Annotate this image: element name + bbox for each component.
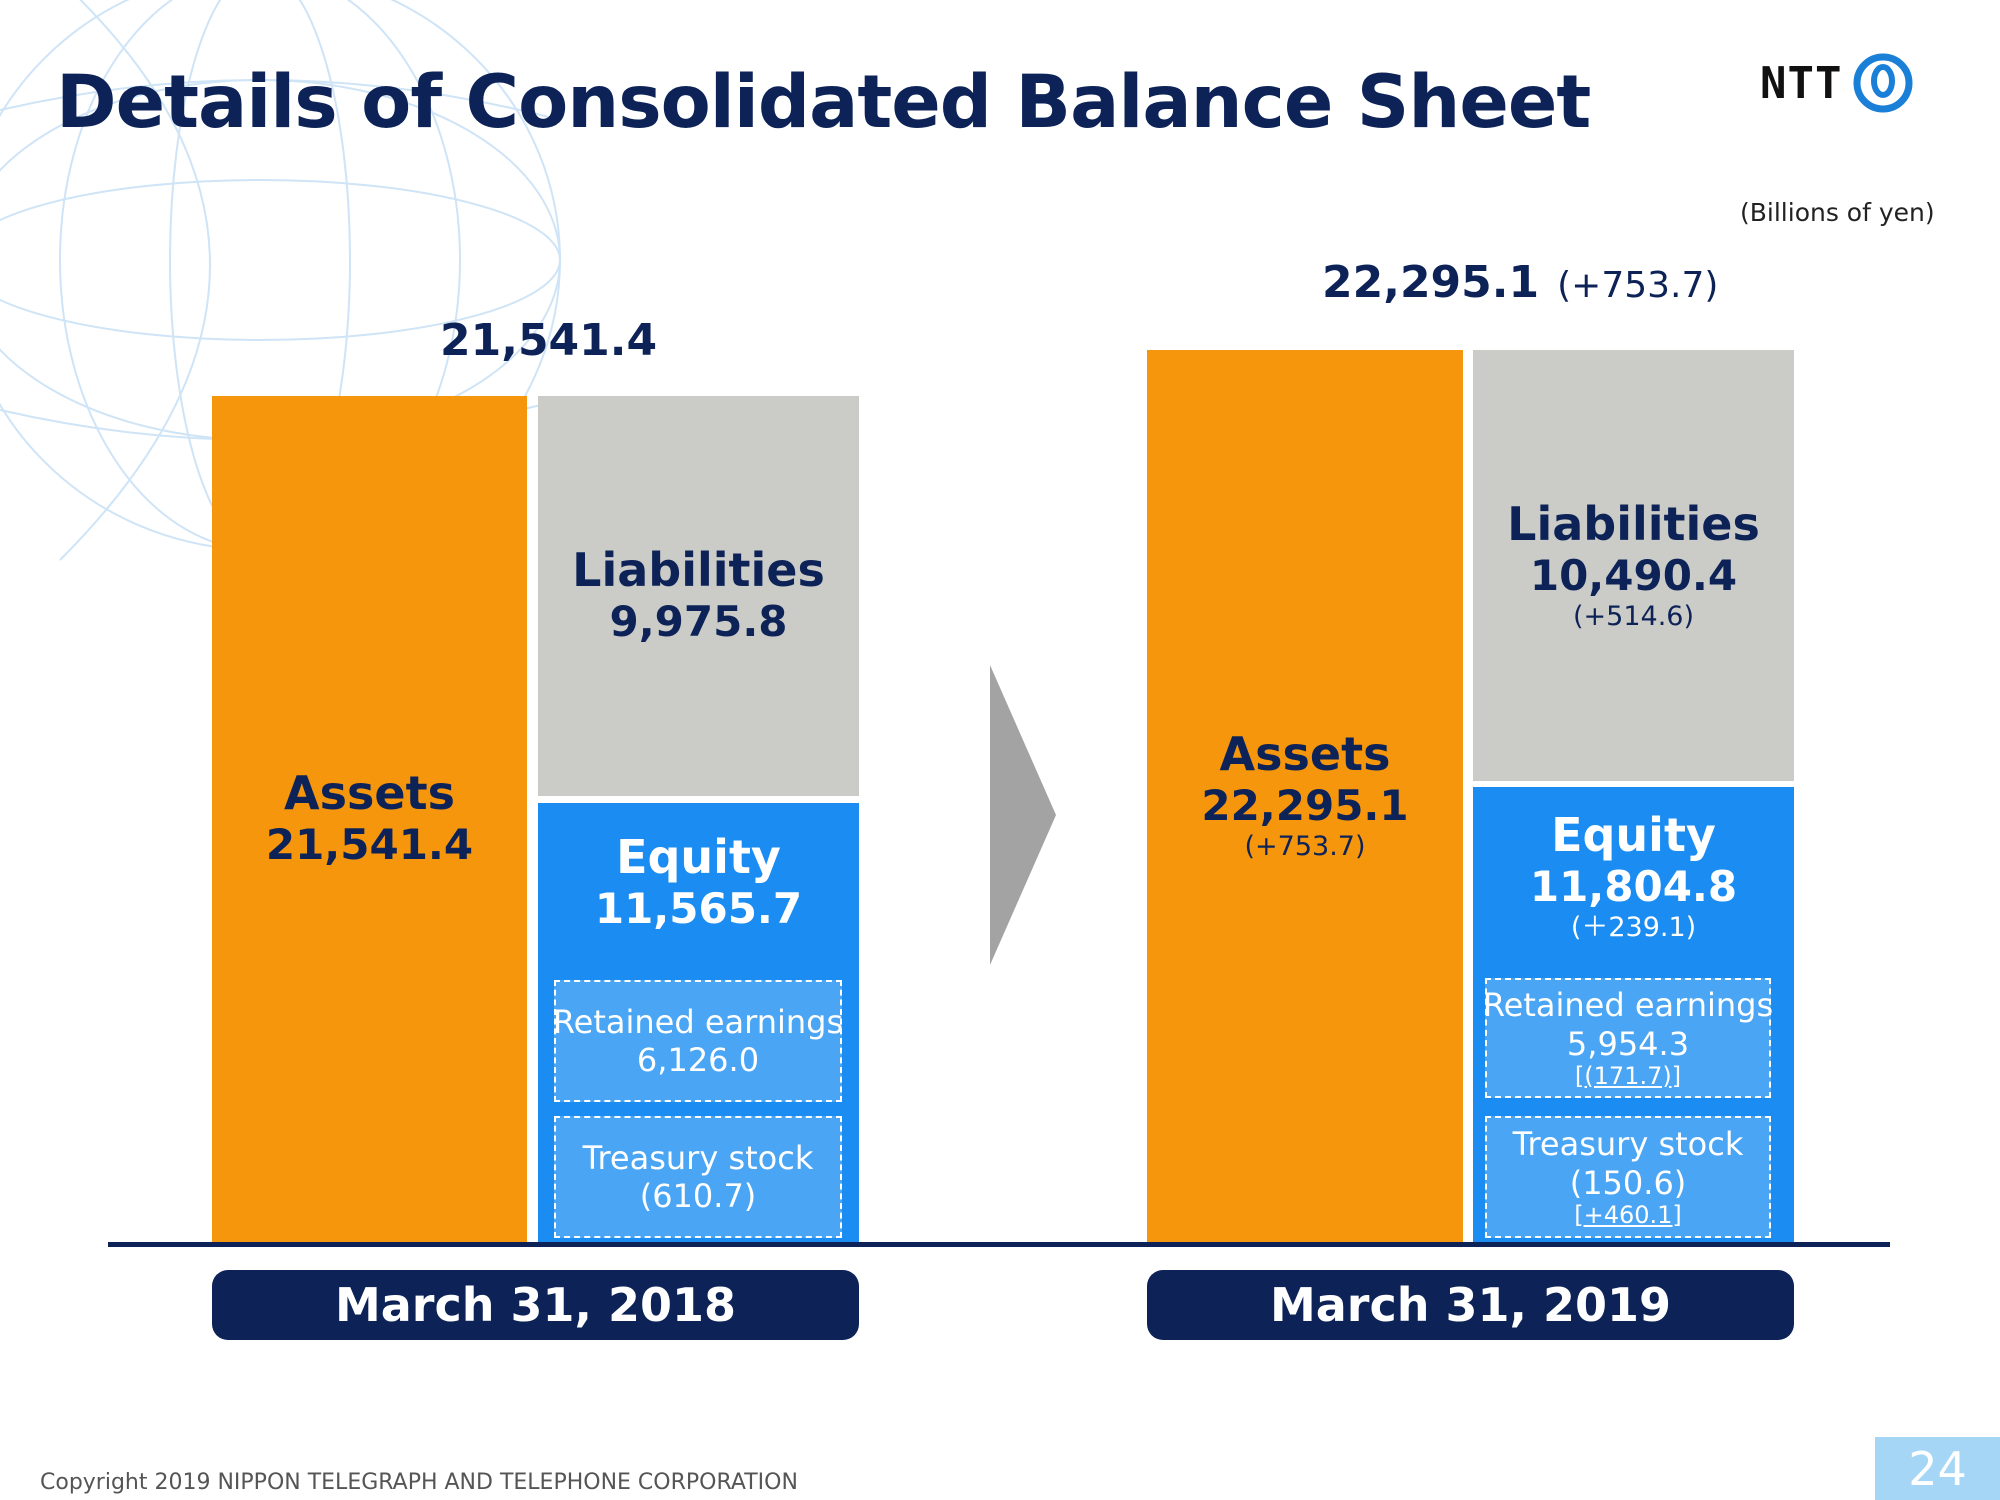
- treasury-stock-label-2019: Treasury stock: [1512, 1125, 1744, 1164]
- equity-label-2018: Equity: [616, 830, 781, 884]
- ntt-logo-icon: [1853, 53, 1913, 113]
- equity-change-2019: (＋239.1): [1570, 912, 1697, 944]
- total-2019: 22,295.1 (+753.7): [1322, 257, 1718, 308]
- treasury-stock-box-2019: Treasury stock (150.6) [+460.1]: [1485, 1116, 1771, 1238]
- assets-change-2019: (+753.7): [1244, 831, 1366, 863]
- liabilities-value-2018: 9,975.8: [609, 597, 788, 647]
- treasury-stock-label-2018: Treasury stock: [582, 1138, 814, 1177]
- equity-value-2018: 11,565.7: [594, 883, 803, 933]
- page-number: 24: [1875, 1437, 2000, 1500]
- liabilities-bar-2018: Liabilities 9,975.8: [538, 396, 859, 796]
- retained-earnings-box-2019: Retained earnings 5,954.3 [(171.7)]: [1482, 978, 1774, 1098]
- total-value-2019: 22,295.1: [1322, 257, 1540, 308]
- units-label: (Billions of yen): [1740, 198, 1935, 227]
- treasury-stock-value-2019: (150.6): [1569, 1163, 1687, 1202]
- assets-bar-2019: Assets 22,295.1 (+753.7): [1147, 350, 1463, 1242]
- page-title: Details of Consolidated Balance Sheet: [56, 60, 1591, 145]
- copyright-footer: Copyright 2019 NIPPON TELEGRAPH AND TELE…: [40, 1470, 798, 1495]
- liabilities-label-2019: Liabilities: [1507, 496, 1760, 551]
- treasury-stock-change-2019: [+460.1]: [1574, 1201, 1682, 1230]
- retained-earnings-value-2019: 5,954.3: [1566, 1024, 1690, 1063]
- treasury-stock-box-2018: Treasury stock (610.7): [554, 1116, 842, 1238]
- total-2018: 21,541.4: [440, 315, 657, 366]
- liabilities-bar-2019: Liabilities 10,490.4 (+514.6): [1473, 350, 1794, 781]
- retained-earnings-label-2018: Retained earnings: [552, 1002, 844, 1041]
- logo-text: NTT: [1760, 57, 1843, 109]
- retained-earnings-box-2018: Retained earnings 6,126.0: [552, 980, 844, 1102]
- chart-baseline: [108, 1242, 1890, 1247]
- retained-earnings-change-2019: [(171.7)]: [1574, 1062, 1682, 1091]
- assets-value-2018: 21,541.4: [265, 820, 474, 870]
- assets-value-2019: 22,295.1: [1201, 781, 1409, 831]
- total-value-2018: 21,541.4: [440, 315, 658, 366]
- treasury-stock-value-2018: (610.7): [639, 1177, 757, 1215]
- assets-label-2018: Assets: [284, 766, 455, 821]
- total-change-2019: (+753.7): [1557, 265, 1719, 306]
- ntt-logo: NTT: [1760, 52, 1914, 114]
- equity-label-2019: Equity: [1551, 808, 1716, 862]
- assets-bar-2018: Assets 21,541.4: [212, 396, 527, 1242]
- transition-arrow-icon: [990, 665, 1056, 965]
- assets-label-2019: Assets: [1219, 727, 1391, 782]
- retained-earnings-label-2019: Retained earnings: [1482, 986, 1774, 1025]
- date-label-2019: March 31, 2019: [1147, 1270, 1794, 1340]
- liabilities-value-2019: 10,490.4: [1529, 550, 1738, 600]
- date-label-2018: March 31, 2018: [212, 1270, 859, 1340]
- retained-earnings-value-2018: 6,126.0: [636, 1041, 760, 1079]
- liabilities-label-2018: Liabilities: [572, 543, 825, 598]
- liabilities-change-2019: (+514.6): [1573, 600, 1694, 632]
- equity-value-2019: 11,804.8: [1529, 861, 1738, 911]
